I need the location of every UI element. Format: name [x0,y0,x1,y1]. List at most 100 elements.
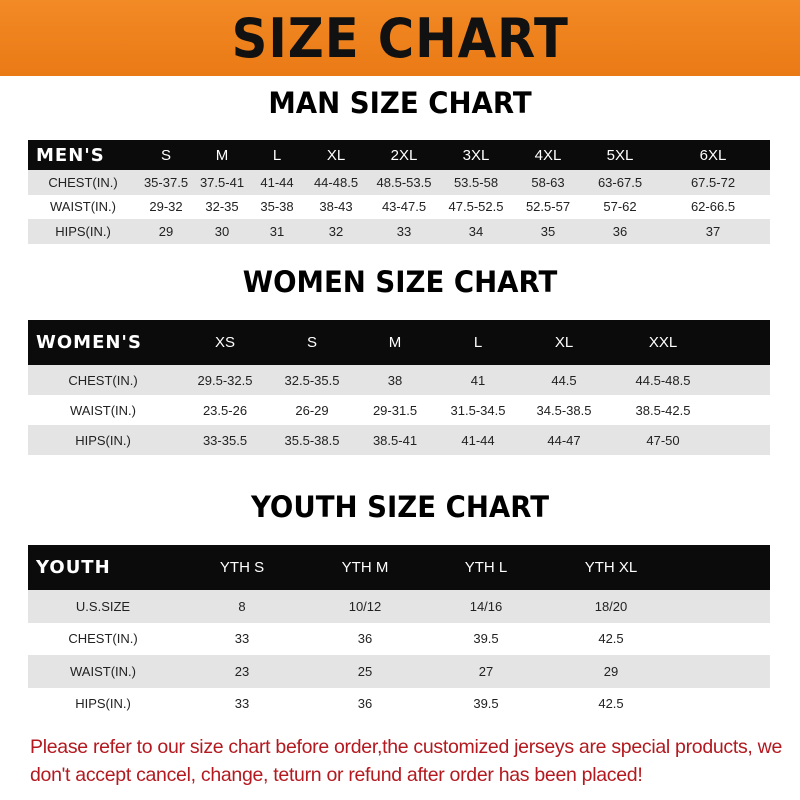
table-row: CHEST(IN.) 29.5-32.5 32.5-35.5 38 41 44.5 44.5… [28,365,770,395]
row-filler [674,687,770,720]
measurement-value: 37 [656,219,770,244]
size-header: 2XL [368,140,440,170]
measurement-value: 35 [512,219,584,244]
men-section-title: MAN SIZE CHART [268,86,532,120]
size-header: YTH L [424,545,548,590]
women-section-title: WOMEN SIZE CHART [242,265,558,299]
measurement-value: 52.5-57 [512,194,584,219]
size-header: M [194,140,250,170]
size-header: XL [518,320,610,365]
measurement-value: 33 [368,219,440,244]
women-table-label: WOMEN'S [28,320,178,365]
men-table-label: MEN'S [28,140,138,170]
women-header-row: WOMEN'S XS S M L XL XXL [28,320,770,365]
measurement-value: 42.5 [548,622,674,655]
page-title: SIZE CHART [231,6,569,70]
table-row: WAIST(IN.) 23.5-26 26-29 29-31.5 31.5-34.5 34… [28,395,770,425]
measurement-value: 33 [178,622,306,655]
measurement-value: 47-50 [610,425,716,455]
table-row: HIPS(IN.) 29 30 31 32 33 34 35 36 37 [28,219,770,244]
measurement-value: 35.5-38.5 [272,425,352,455]
measurement-value: 35-37.5 [138,170,194,195]
measurement-value: 41-44 [438,425,518,455]
measurement-value: 57-62 [584,194,656,219]
order-notice: Please refer to our size chart before or… [30,736,782,786]
size-header: XL [304,140,368,170]
measurement-value: 27 [424,655,548,688]
row-filler [674,655,770,688]
measurement-value: 39.5 [424,622,548,655]
measurement-value: 33 [178,687,306,720]
measurement-value: 31 [250,219,304,244]
table-row: U.S.SIZE 8 10/12 14/16 18/20 [28,590,770,623]
size-header: S [272,320,352,365]
measurement-value: 58-63 [512,170,584,195]
measurement-value: 62-66.5 [656,194,770,219]
size-header: YTH M [306,545,424,590]
measurement-label: HIPS(IN.) [28,219,138,244]
measurement-value: 26-29 [272,395,352,425]
size-header: 6XL [656,140,770,170]
measurement-value: 37.5-41 [194,170,250,195]
measurement-value: 32-35 [194,194,250,219]
measurement-value: 34.5-38.5 [518,395,610,425]
measurement-value: 18/20 [548,590,674,623]
measurement-value: 67.5-72 [656,170,770,195]
measurement-value: 32.5-35.5 [272,365,352,395]
measurement-value: 44.5-48.5 [610,365,716,395]
measurement-value: 33-35.5 [178,425,272,455]
row-filler [674,622,770,655]
measurement-value: 29 [548,655,674,688]
measurement-label: WAIST(IN.) [28,395,178,425]
measurement-value: 35-38 [250,194,304,219]
table-row: CHEST(IN.) 35-37.5 37.5-41 41-44 44-48.5 48.5… [28,170,770,195]
measurement-value: 44-47 [518,425,610,455]
size-header: XS [178,320,272,365]
measurement-value: 53.5-58 [440,170,512,195]
size-header: YTH S [178,545,306,590]
measurement-value: 38.5-41 [352,425,438,455]
youth-header-row: YOUTH YTH S YTH M YTH L YTH XL [28,545,770,590]
row-filler [716,395,770,425]
measurement-value: 44.5 [518,365,610,395]
measurement-value: 36 [306,687,424,720]
table-row: CHEST(IN.) 33 36 39.5 42.5 [28,622,770,655]
measurement-label: CHEST(IN.) [28,170,138,195]
measurement-value: 25 [306,655,424,688]
measurement-label: CHEST(IN.) [28,622,178,655]
measurement-label: WAIST(IN.) [28,194,138,219]
measurement-value: 38 [352,365,438,395]
size-header: 5XL [584,140,656,170]
measurement-value: 43-47.5 [368,194,440,219]
measurement-value: 31.5-34.5 [438,395,518,425]
size-header: L [438,320,518,365]
measurement-value: 23 [178,655,306,688]
measurement-value: 30 [194,219,250,244]
measurement-value: 38-43 [304,194,368,219]
measurement-label: CHEST(IN.) [28,365,178,395]
men-header-row: MEN'S S M L XL 2XL 3XL 4XL 5XL 6XL [28,140,770,170]
measurement-value: 36 [584,219,656,244]
measurement-value: 48.5-53.5 [368,170,440,195]
measurement-value: 29.5-32.5 [178,365,272,395]
women-size-table: WOMEN'S XS S M L XL XXL CHEST(IN.) 29.5-32.5 32.5… [28,320,770,455]
measurement-value: 36 [306,622,424,655]
table-row: HIPS(IN.) 33 36 39.5 42.5 [28,687,770,720]
youth-table-label: YOUTH [28,545,178,590]
size-header: S [138,140,194,170]
measurement-value: 32 [304,219,368,244]
row-filler [716,425,770,455]
measurement-value: 41 [438,365,518,395]
measurement-value: 44-48.5 [304,170,368,195]
men-size-table: MEN'S S M L XL 2XL 3XL 4XL 5XL 6XL CHEST(IN.) 35-37… [28,140,770,244]
size-header: M [352,320,438,365]
header-banner: SIZE CHART [0,0,800,76]
measurement-value: 10/12 [306,590,424,623]
measurement-value: 38.5-42.5 [610,395,716,425]
measurement-value: 29-31.5 [352,395,438,425]
youth-section-title: YOUTH SIZE CHART [250,490,550,524]
size-header: L [250,140,304,170]
size-header: YTH XL [548,545,674,590]
measurement-value: 14/16 [424,590,548,623]
measurement-label: WAIST(IN.) [28,655,178,688]
